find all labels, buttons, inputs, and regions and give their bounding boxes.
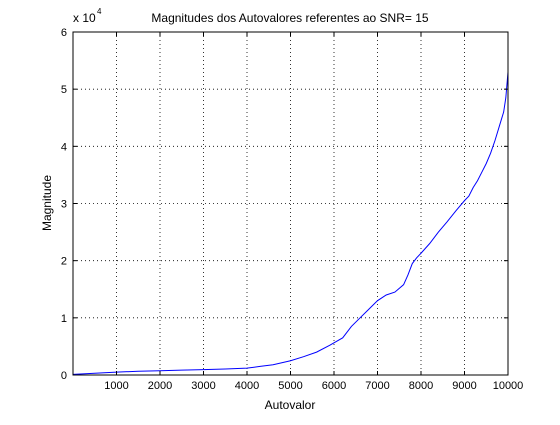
series-layer (73, 71, 509, 375)
grid-lines (73, 32, 508, 375)
x-axis-label: Autovalor (265, 398, 316, 412)
y-tick-label: 0 (61, 370, 67, 382)
x-tick-label: 5000 (278, 380, 302, 392)
x-tick-label: 6000 (322, 380, 346, 392)
y-tick-label: 1 (61, 313, 67, 325)
ticks: 1000 2000 3000 4000 5000 6000 7000 8000 9000 1000… (61, 27, 523, 392)
x-tick-label: 7000 (365, 380, 389, 392)
y-multiplier-exponent: 4 (97, 7, 102, 16)
x-tick-label: 1000 (104, 380, 128, 392)
x-tick-label: 9000 (452, 380, 476, 392)
y-tick-label: 2 (61, 256, 67, 268)
series-line (73, 71, 509, 375)
y-tick-label: 4 (61, 141, 67, 153)
y-tick-label: 3 (61, 199, 67, 211)
y-tick-label: 5 (61, 84, 67, 96)
x-tick-label: 8000 (409, 380, 433, 392)
x-tick-label: 3000 (191, 380, 215, 392)
x-tick-label: 2000 (148, 380, 172, 392)
chart-title: Magnitudes dos Autovalores referentes ao… (151, 11, 428, 25)
y-axis-label: Magnitude (40, 175, 54, 231)
plot-area (73, 32, 508, 375)
x-tick-label: 10000 (493, 380, 524, 392)
x-tick-label: 4000 (235, 380, 259, 392)
y-tick-label: 6 (61, 27, 67, 39)
y-multiplier-label: x 10 (73, 11, 96, 25)
